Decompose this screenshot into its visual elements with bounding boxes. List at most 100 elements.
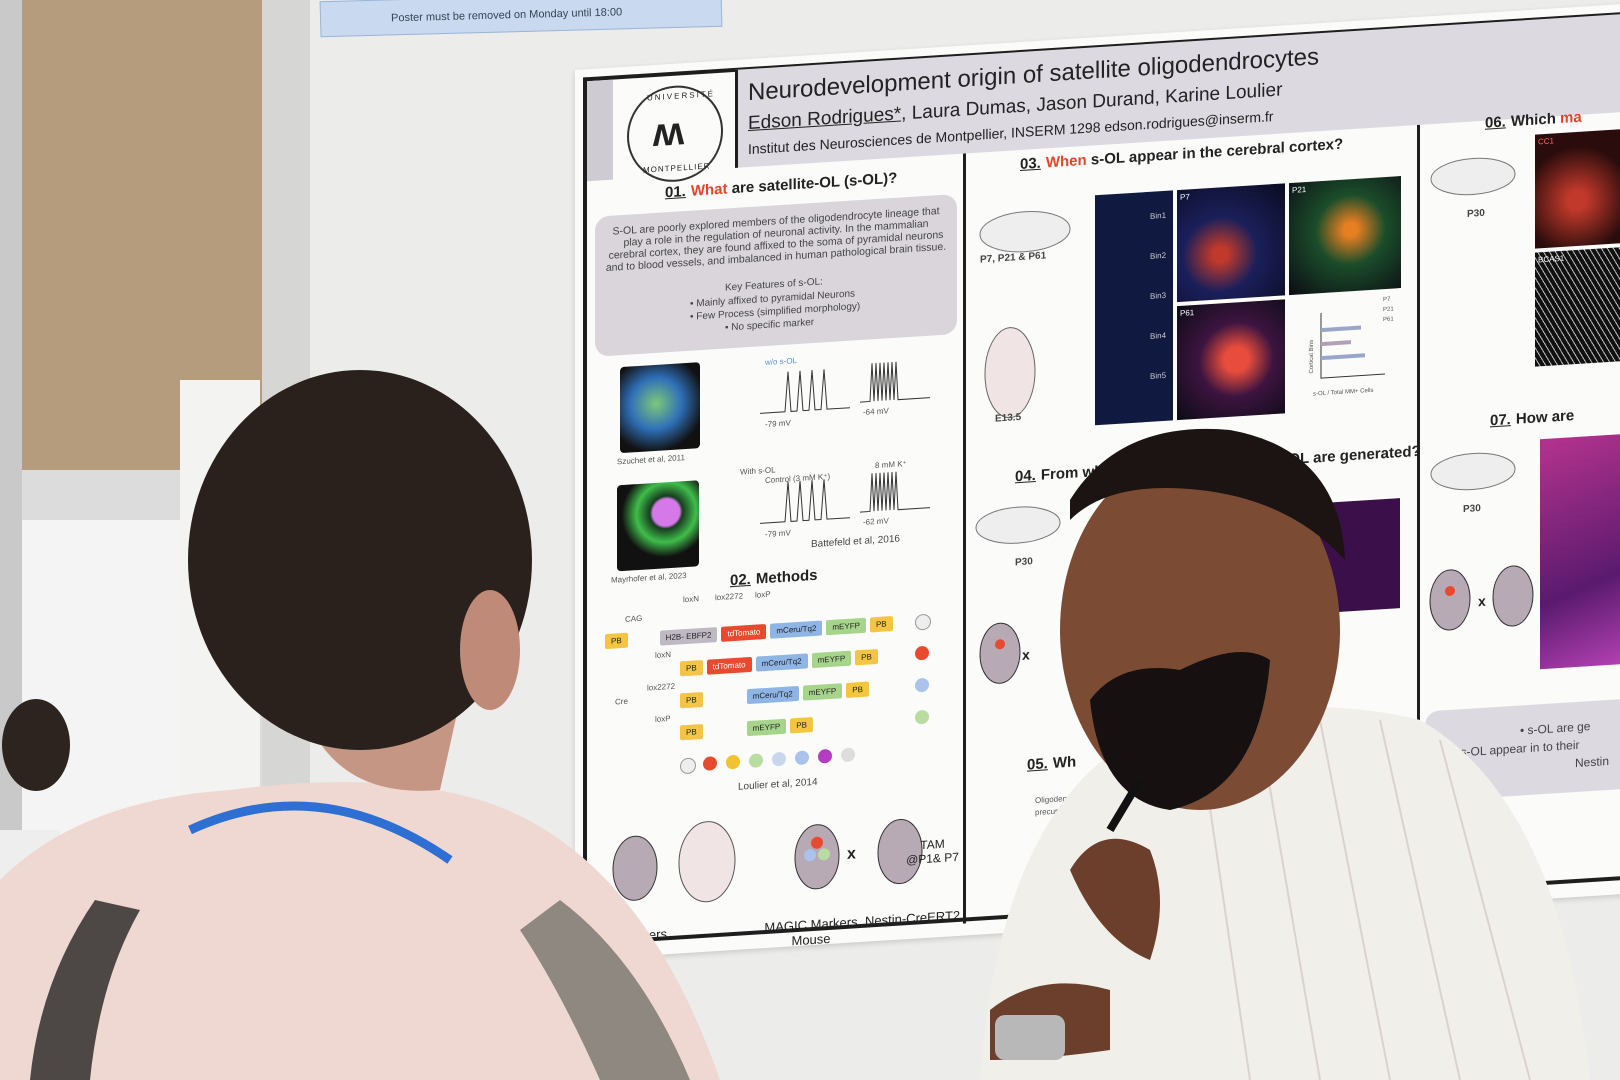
- element: PB: [846, 681, 869, 698]
- micrograph: P21: [1289, 176, 1401, 296]
- color-dot: [995, 639, 1005, 650]
- logo-mark: ʍ: [653, 109, 685, 156]
- age-label: P30: [1463, 503, 1481, 516]
- brain: [1430, 157, 1516, 196]
- mouse: [979, 622, 1021, 684]
- age-label: E13.5: [995, 411, 1022, 425]
- promoter: CAG: [625, 613, 643, 624]
- brain-sketches: [979, 210, 1071, 419]
- element: PB: [680, 659, 703, 677]
- panel-label: P61: [1180, 308, 1195, 318]
- poster: UNIVERSITÉ MONTPELLIER ʍ Neurodevelopmen…: [575, 0, 1620, 996]
- mouse: [1492, 565, 1534, 627]
- element: PB: [680, 691, 703, 709]
- brain: [1430, 452, 1516, 491]
- cross: x: [847, 845, 856, 863]
- person-far: [2, 699, 70, 791]
- color-dot: [1445, 585, 1455, 596]
- element: mEYFP: [826, 617, 866, 636]
- axis-label: Cortical Bins: [1308, 339, 1315, 374]
- logo-text: MONTPELLIER: [643, 161, 711, 175]
- background-poster: [10, 520, 180, 840]
- pole: [262, 0, 310, 1080]
- spacer: [707, 694, 743, 702]
- heading-text: Wh: [1052, 753, 1077, 772]
- trace-label: -79 mV: [765, 418, 791, 430]
- micrograph: [1540, 430, 1620, 670]
- micrograph: CC1: [1535, 125, 1620, 249]
- legend: P61: [1383, 316, 1394, 324]
- mouse-label: Markers: [620, 926, 667, 945]
- bin-label: Bin3: [1150, 290, 1167, 301]
- element: PB: [869, 616, 893, 633]
- section-number: 05.: [1027, 755, 1048, 774]
- panel-label: BCAS1: [1538, 253, 1565, 265]
- mouse: [877, 819, 923, 885]
- lox-site: lox2272: [647, 681, 676, 693]
- cross: x: [1022, 646, 1030, 663]
- brain: [1430, 452, 1516, 491]
- treatment: TAM @P1& P7: [906, 836, 959, 868]
- micrograph: [617, 480, 699, 572]
- bar-chart: [1320, 313, 1385, 379]
- panel: [180, 380, 260, 1080]
- element: PB: [855, 648, 878, 666]
- section-number: 02.: [730, 570, 751, 590]
- mouse: [1429, 569, 1471, 631]
- recombinase: Cre: [615, 696, 628, 707]
- spacer: [707, 726, 743, 734]
- intro-text: S-OL are poorly explored members of the …: [605, 205, 947, 275]
- micrograph: [1310, 498, 1400, 614]
- element: mEYFP: [746, 718, 787, 737]
- lox-site: loxN: [655, 649, 672, 660]
- conclusion: • s-OL are ge: [1520, 719, 1591, 738]
- first-author: Edson Rodrigues*: [748, 103, 902, 135]
- color-dot: [804, 849, 816, 862]
- bar: [1321, 353, 1365, 361]
- element: tdTomato: [706, 656, 752, 675]
- electrophysiology-traces: [760, 361, 930, 524]
- panel-label: CC1: [1538, 136, 1555, 147]
- mouse: [794, 824, 840, 890]
- conclusion: • s-OL appear in to their: [1453, 737, 1580, 760]
- conclusion-box: • s-OL are ge • s-OL appear in to their …: [1425, 695, 1620, 802]
- trace: [760, 361, 930, 414]
- header-bar: [587, 79, 613, 182]
- lox-site: loxN: [683, 594, 700, 605]
- micrograph: P7: [1177, 183, 1285, 303]
- bin-label: Bin4: [1150, 330, 1167, 341]
- lox-site: loxP: [755, 589, 771, 600]
- element: PB: [790, 717, 813, 734]
- trace-label: -64 mV: [863, 406, 889, 417]
- bin-label: Bin2: [1150, 250, 1167, 261]
- legend: P7: [1383, 296, 1391, 304]
- micrograph: [620, 362, 700, 454]
- section-number: 04.: [1015, 467, 1036, 486]
- panel-label: P7: [1180, 192, 1190, 202]
- mouse: [979, 622, 1021, 684]
- element: mEYFP: [802, 683, 843, 701]
- spacer: [632, 635, 656, 643]
- panel-label: P21: [1292, 184, 1307, 195]
- section-number: 01.: [665, 183, 686, 202]
- trace-label: -79 mV: [765, 528, 791, 540]
- heading-highlight: ma: [1560, 108, 1582, 128]
- color-dot: [811, 836, 823, 849]
- micrograph: P61: [1177, 299, 1285, 421]
- element: mEYFP: [811, 650, 852, 669]
- column-divider: [1417, 124, 1420, 896]
- brain: [975, 506, 1061, 544]
- color-dot: [818, 848, 830, 861]
- intro-box: S-OL are poorly explored members of the …: [595, 193, 957, 357]
- axis: [1320, 313, 1385, 379]
- banner-text: Poster must be removed on Monday until 1…: [390, 6, 623, 25]
- person-far: [0, 830, 60, 1080]
- section-heading: 05. Wh: [1027, 753, 1076, 773]
- lox-site: lox2272: [715, 591, 744, 603]
- lox-site: loxP: [655, 713, 671, 724]
- bin-label: Bin1: [1150, 210, 1167, 221]
- bar: [1321, 340, 1351, 347]
- brain: [975, 506, 1061, 544]
